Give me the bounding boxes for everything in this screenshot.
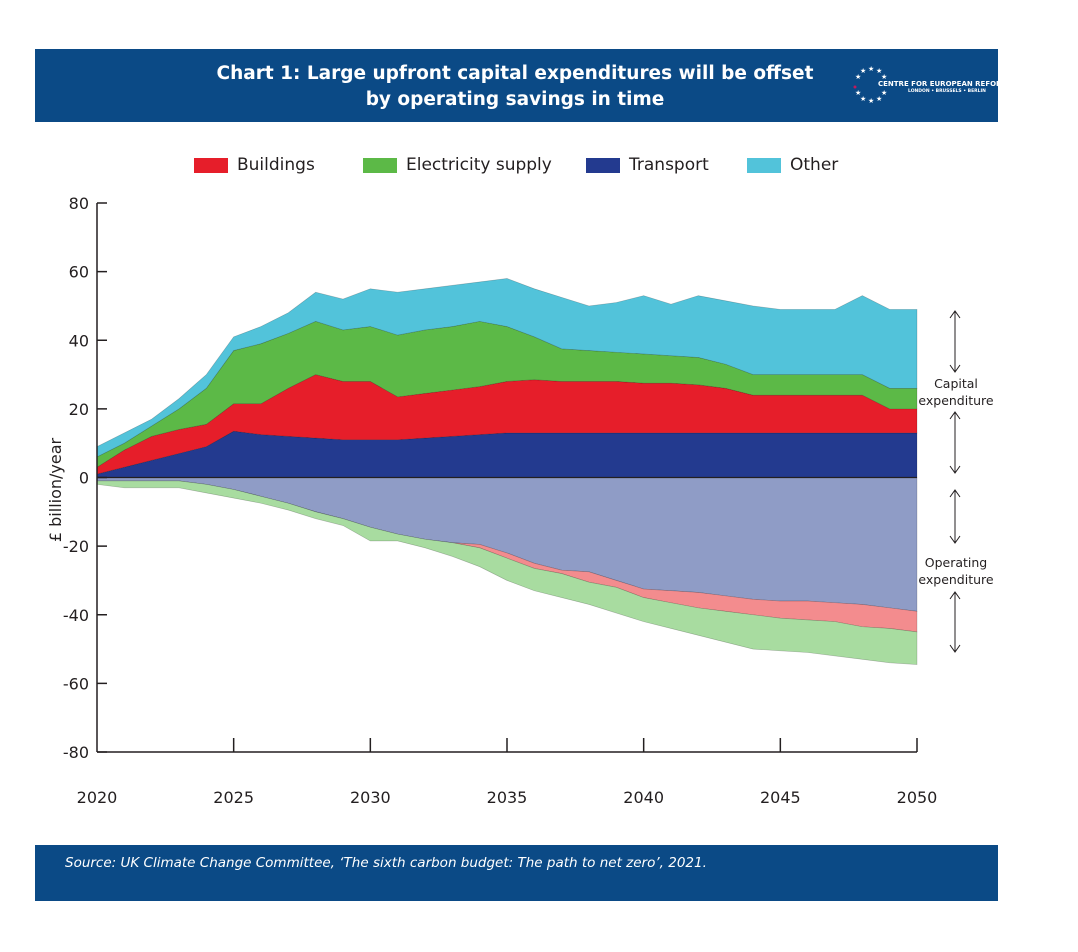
legend-label: Electricity supply (406, 155, 552, 175)
legend-item-other: Other (747, 155, 838, 175)
y-tick-label: -20 (63, 537, 89, 556)
capital-area-buildings (96, 374, 918, 475)
legend-swatch-buildings (194, 157, 228, 173)
logo-name: CENTRE FOR EUROPEAN REFORM (878, 80, 1009, 88)
y-axis-label: £ billion/year (46, 437, 65, 542)
title-line-2: by operating savings in time (365, 89, 665, 110)
legend-item-electricity: Electricity supply (363, 155, 552, 175)
legend-label: Transport (629, 155, 709, 175)
y-tick-label: 40 (69, 331, 89, 350)
operating-arrow-top-heads-icon (949, 489, 961, 544)
svg-text:★: ★ (868, 65, 874, 73)
svg-text:★: ★ (881, 73, 887, 81)
svg-text:★: ★ (881, 89, 887, 97)
cer-logo: ★ ★ ★ ★ ★ ★ ★ ★ ★ ★ CENTRE FOR EUROPEAN REFORM… (850, 63, 1008, 109)
x-tick-label: 2045 (760, 788, 801, 807)
x-tick-label: 2020 (77, 788, 118, 807)
y-tick-label: -40 (63, 606, 89, 625)
legend-label: Other (790, 155, 839, 175)
x-tick-label: 2035 (487, 788, 528, 807)
x-tick-label: 2025 (213, 788, 254, 807)
annotation-line: Operating (924, 555, 988, 570)
svg-text:★: ★ (860, 95, 866, 103)
svg-text:★: ★ (855, 73, 861, 81)
legend: Buildings Electricity supply Transport O… (0, 155, 1078, 179)
annotation-line: expenditure (918, 393, 994, 408)
y-tick-label: 60 (69, 263, 89, 282)
title-line-1: Chart 1: Large upfront capital expenditu… (216, 63, 814, 84)
y-tick-label: 20 (69, 400, 89, 419)
operating-area-transport_op (96, 477, 918, 612)
legend-item-transport: Transport (586, 155, 709, 175)
legend-label: Buildings (237, 155, 315, 175)
eu-stars-icon: ★ ★★ ★★ ★★ ★ ★★ (853, 65, 887, 105)
y-tick-label: -80 (63, 743, 89, 762)
x-tick-label: 2030 (350, 788, 391, 807)
svg-text:★: ★ (860, 67, 866, 75)
svg-text:★: ★ (876, 67, 882, 75)
logo-cities: LONDON • BRUSSELS • BERLIN (908, 89, 986, 94)
legend-swatch-transport (586, 157, 620, 173)
svg-text:★: ★ (855, 89, 861, 97)
operating-expenditure-label: Operating expenditure (911, 554, 1001, 588)
annotation-line: Capital (934, 376, 978, 391)
annotation-line: expenditure (918, 572, 994, 587)
capital-arrow-top-heads-icon (949, 310, 961, 373)
capital-expenditure-label: Capital expenditure (911, 375, 1001, 409)
legend-item-buildings: Buildings (194, 155, 315, 175)
y-tick-label: 80 (69, 194, 89, 213)
x-tick-label: 2040 (623, 788, 664, 807)
operating-arrow-bottom-heads-icon (949, 591, 961, 653)
capital-arrow-bottom-heads-icon (949, 411, 961, 474)
legend-swatch-other (747, 157, 781, 173)
legend-swatch-electricity (363, 157, 397, 173)
capital-area-other (96, 278, 918, 458)
y-tick-label: 0 (79, 469, 89, 488)
chart-title: Chart 1: Large upfront capital expenditu… (215, 61, 815, 113)
svg-text:★: ★ (876, 95, 882, 103)
svg-text:★: ★ (868, 97, 874, 105)
operating-area-electricity_op (96, 480, 918, 665)
chart-header: Chart 1: Large upfront capital expenditu… (35, 49, 1008, 122)
chart-footer: Source: UK Climate Change Committee, ‘Th… (35, 845, 998, 901)
capital-area-electricity (96, 321, 918, 468)
x-tick-label: 2050 (897, 788, 938, 807)
source-note: Source: UK Climate Change Committee, ‘Th… (65, 855, 707, 871)
y-tick-label: -60 (63, 674, 89, 693)
